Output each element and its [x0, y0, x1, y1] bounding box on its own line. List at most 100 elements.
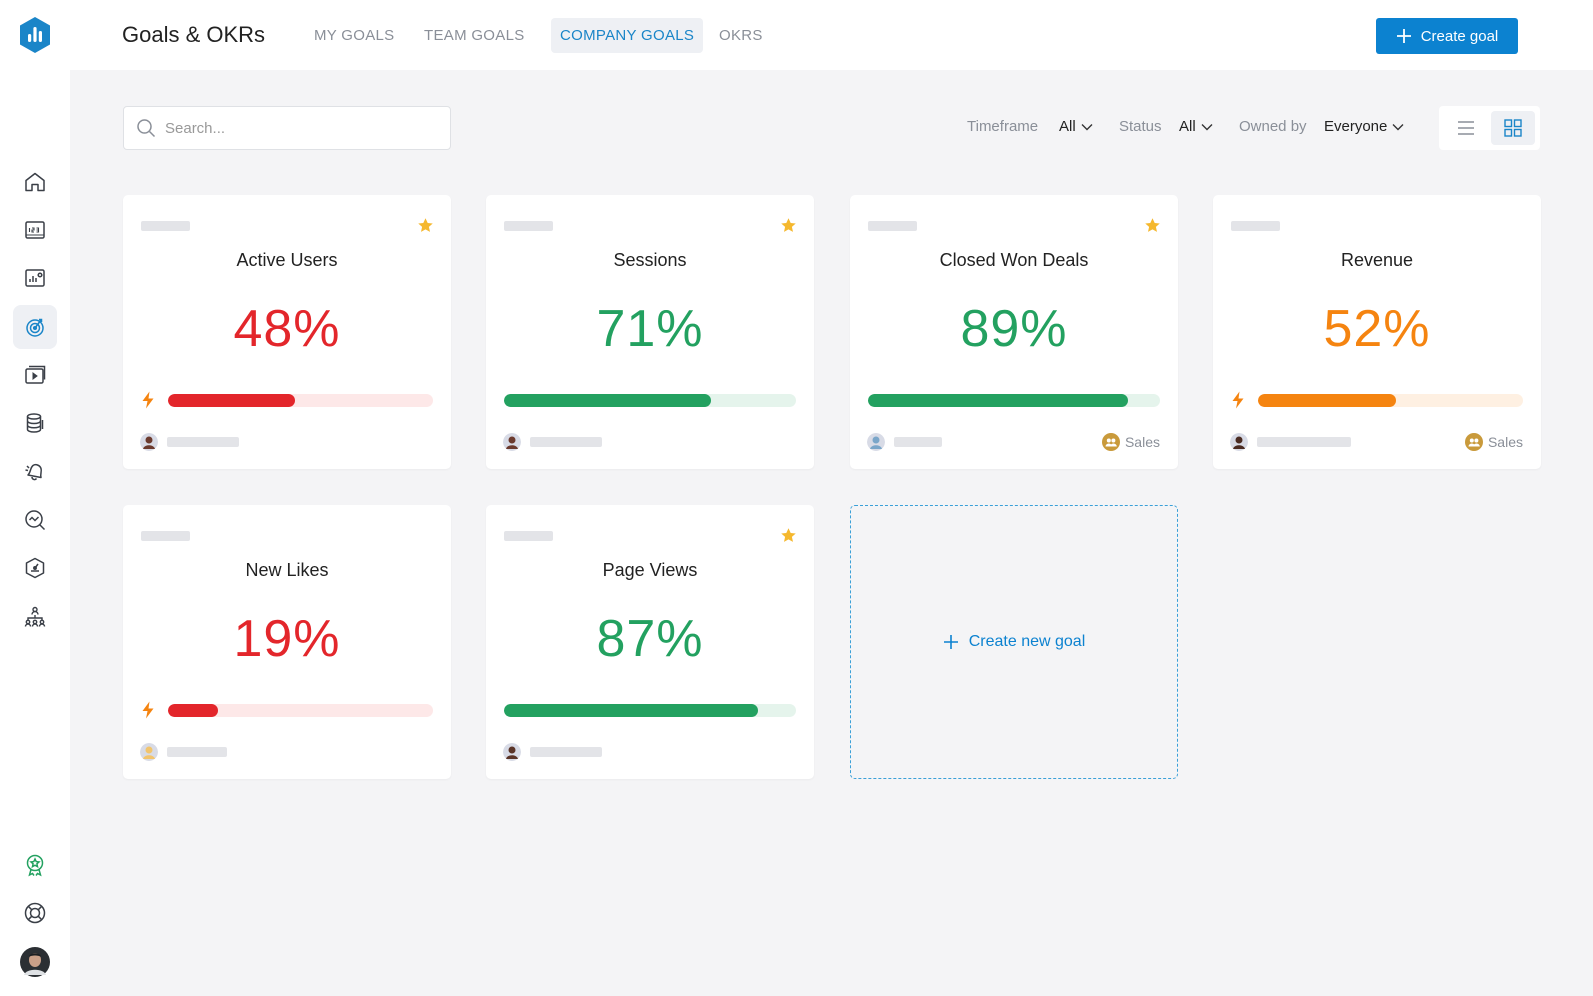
progress-bar-fill [168, 394, 296, 407]
goal-percent: 52% [1323, 300, 1431, 358]
progress-bar-fill [504, 704, 759, 717]
goal-percent: 89% [960, 300, 1068, 358]
timeframe-filter-label: Timeframe [967, 118, 1039, 135]
owner-avatar[interactable] [140, 433, 158, 451]
goal-name: Active Users [236, 250, 338, 270]
star-icon[interactable] [780, 527, 797, 544]
team-icon [1101, 433, 1120, 451]
goal-card[interactable]: New Likes 19% [123, 505, 451, 779]
owner-name-placeholder [167, 747, 227, 757]
progress-bar [504, 704, 796, 717]
goal-tag-placeholder [141, 221, 190, 231]
team-label: Sales [1124, 434, 1160, 450]
grid-view-button[interactable] [1491, 111, 1535, 145]
search-box[interactable] [123, 106, 451, 150]
progress-bar [168, 704, 433, 717]
owner-name-placeholder [167, 437, 239, 447]
benchmarks-gauge-icon[interactable] [13, 546, 57, 590]
status-filter-label: Status [1119, 118, 1162, 135]
owner-avatar[interactable] [503, 743, 521, 761]
star-icon[interactable] [780, 217, 797, 234]
create-goal-button[interactable]: Create goal [1376, 18, 1518, 54]
achievement-badge-icon[interactable] [13, 843, 57, 887]
chevron-down-icon [1081, 123, 1093, 130]
goal-tag-placeholder [1231, 221, 1280, 231]
plus-icon [1396, 29, 1411, 43]
goal-name: Revenue [1340, 250, 1414, 270]
user-avatar[interactable] [13, 940, 57, 984]
goal-percent: 87% [596, 610, 704, 668]
owned-by-filter-label: Owned by [1239, 118, 1307, 135]
list-icon [1458, 121, 1474, 135]
progress-bar [1258, 394, 1523, 407]
goal-card[interactable]: Closed Won Deals 89% Sales [850, 195, 1178, 469]
tab-company-goals[interactable]: COMPANY GOALS [551, 18, 704, 53]
create-new-goal-label: Create new goal [968, 633, 1086, 650]
goal-percent: 71% [596, 300, 704, 358]
status-filter-value: All [1179, 118, 1196, 135]
help-lifebuoy-icon[interactable] [13, 891, 57, 935]
goal-name: Closed Won Deals [939, 250, 1089, 270]
goals-target-icon[interactable] [13, 305, 57, 349]
app-logo-icon[interactable] [19, 17, 51, 53]
home-icon[interactable] [13, 160, 57, 204]
list-view-button[interactable] [1444, 111, 1488, 145]
goal-percent: 19% [233, 610, 341, 668]
owned-by-filter-dropdown[interactable]: Everyone [1324, 118, 1404, 135]
owned-by-filter-value: Everyone [1324, 118, 1388, 135]
presentation-icon[interactable] [13, 353, 57, 397]
progress-bar-fill [868, 394, 1128, 407]
owner-avatar[interactable] [503, 433, 521, 451]
team-badge[interactable]: Sales [1101, 433, 1160, 451]
tab-okrs[interactable]: OKRS [719, 27, 763, 44]
goal-tag-placeholder [141, 531, 190, 541]
owner-name-placeholder [894, 437, 942, 447]
view-toggle [1439, 106, 1540, 150]
sidebar [0, 0, 70, 996]
goal-card[interactable]: Sessions 71% [486, 195, 814, 469]
numbers-icon[interactable] [13, 208, 57, 252]
star-icon[interactable] [1144, 217, 1161, 234]
chevron-down-icon [1392, 123, 1404, 130]
create-goal-label: Create goal [1420, 27, 1499, 45]
timeframe-filter-dropdown[interactable]: All [1059, 118, 1093, 135]
grid-icon [1504, 119, 1522, 137]
owner-name-placeholder [530, 437, 602, 447]
metrics-search-icon[interactable] [13, 498, 57, 542]
alerts-bell-icon[interactable] [13, 450, 57, 494]
search-input[interactable] [165, 119, 435, 137]
tab-team-goals[interactable]: TEAM GOALS [424, 27, 525, 44]
goal-name: Page Views [602, 560, 698, 580]
chevron-down-icon [1201, 123, 1213, 130]
owner-avatar[interactable] [867, 433, 885, 451]
lightning-icon [1232, 391, 1244, 409]
team-label: Sales [1487, 434, 1523, 450]
lightning-icon [142, 391, 154, 409]
create-new-goal-card[interactable]: Create new goal [850, 505, 1178, 779]
team-structure-icon[interactable] [13, 595, 57, 639]
goal-name: New Likes [245, 560, 329, 580]
plus-icon [943, 635, 958, 649]
progress-bar-fill [1258, 394, 1396, 407]
team-badge[interactable]: Sales [1464, 433, 1523, 451]
tab-my-goals[interactable]: MY GOALS [314, 27, 395, 44]
goal-card[interactable]: Revenue 52% Sales [1213, 195, 1541, 469]
progress-bar-fill [168, 704, 219, 717]
team-icon [1464, 433, 1483, 451]
star-icon[interactable] [417, 217, 434, 234]
progress-bar-fill [504, 394, 712, 407]
progress-bar [504, 394, 796, 407]
owner-avatar[interactable] [1230, 433, 1248, 451]
progress-bar [168, 394, 433, 407]
status-filter-dropdown[interactable]: All [1179, 118, 1213, 135]
goal-name: Sessions [613, 250, 687, 270]
timeframe-filter-value: All [1059, 118, 1076, 135]
database-icon[interactable] [13, 401, 57, 445]
goal-tag-placeholder [504, 531, 553, 541]
goal-card[interactable]: Active Users 48% [123, 195, 451, 469]
dashboard-icon[interactable] [13, 256, 57, 300]
goal-card[interactable]: Page Views 87% [486, 505, 814, 779]
search-icon [137, 119, 156, 138]
owner-avatar[interactable] [140, 743, 158, 761]
goal-tag-placeholder [504, 221, 553, 231]
